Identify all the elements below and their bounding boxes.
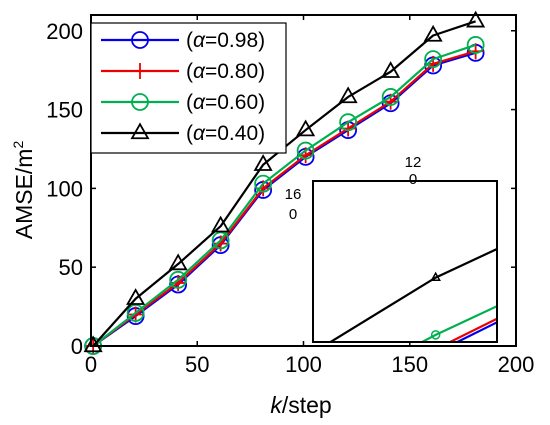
- y-tick-labels: 0 50 100 150 200: [46, 19, 83, 359]
- series-line: [92, 51, 476, 347]
- main-plot: 0 50 100 150 200 0 50 100 150 200 k/step AMSE/m2: [10, 10, 534, 418]
- data-point: [83, 335, 103, 353]
- x-tick-label: 200: [498, 352, 535, 377]
- data-point: [424, 50, 443, 69]
- legend-box: [90, 22, 287, 154]
- series-line: [92, 43, 476, 347]
- data-point: [126, 303, 145, 322]
- legend-item: (α=0.60): [101, 91, 265, 114]
- data-point: [126, 288, 146, 305]
- axis-ticks: [90, 15, 517, 347]
- inset-data-point: [430, 271, 441, 281]
- data-point: [254, 174, 273, 193]
- inset-series-lines: [328, 247, 497, 342]
- y-axis-title: AMSE/m2: [10, 141, 37, 240]
- data-point: [211, 231, 230, 250]
- y-tick-label: 100: [46, 176, 83, 201]
- data-point: [466, 10, 486, 28]
- legend-label: (α=0.98): [186, 29, 265, 52]
- legend-label: (α=0.80): [186, 60, 265, 83]
- data-point: [423, 24, 443, 42]
- legend-label: (α=0.60): [186, 91, 265, 114]
- y-tick-label: 0: [71, 334, 83, 359]
- series-lines: [83, 10, 486, 355]
- x-tick-label: 50: [185, 352, 209, 377]
- y-tick-label: 50: [59, 255, 83, 280]
- legend-label: (α=0.40): [186, 122, 265, 145]
- data-point: [338, 86, 358, 104]
- data-point: [127, 306, 144, 323]
- data-point: [466, 36, 485, 54]
- inset-data-point: [430, 330, 441, 340]
- legend-marker: [132, 63, 148, 79]
- y-tick-label: 150: [46, 98, 83, 123]
- inset-frame: [312, 180, 498, 343]
- inset-x-tick-label: 12 0: [405, 154, 422, 188]
- data-point: [381, 61, 401, 78]
- inset-series-2: [419, 305, 497, 342]
- x-tick-labels: 0 50 100 150 200: [85, 352, 534, 377]
- legend-marker: [131, 93, 149, 111]
- data-point: [211, 215, 231, 233]
- data-point: [339, 113, 358, 132]
- inset-background: [313, 181, 497, 342]
- x-axis-title: k/step: [270, 392, 331, 418]
- inset-y-tick-label: 16 0: [285, 186, 302, 223]
- inset-series-line: [419, 305, 497, 342]
- data-point: [296, 141, 315, 160]
- x-tick-label: 150: [391, 352, 428, 377]
- y-tick-label: 200: [46, 19, 83, 44]
- data-point: [296, 119, 316, 137]
- data-point: [168, 253, 188, 271]
- series-line: [92, 50, 476, 347]
- legend-item: (α=0.40): [101, 122, 265, 145]
- legend-items: (α=0.98) (α=0.80) (α=0.60) (α=0.40): [101, 29, 265, 145]
- inset-series-line: [328, 247, 497, 342]
- x-tick-label: 0: [85, 352, 97, 377]
- data-point: [169, 270, 188, 289]
- data-point: [253, 154, 273, 171]
- data-point: [381, 88, 400, 106]
- legend-item: (α=0.98): [101, 29, 265, 52]
- inset-plot: 12 0 16 0: [285, 154, 498, 343]
- inset-series-3: [328, 247, 497, 342]
- legend: (α=0.98) (α=0.80) (α=0.60) (α=0.40): [90, 22, 287, 154]
- legend-marker: [131, 31, 149, 49]
- series-2: [84, 36, 485, 355]
- legend-marker: [130, 122, 150, 140]
- legend-item: (α=0.80): [101, 60, 265, 83]
- x-tick-label: 100: [285, 352, 322, 377]
